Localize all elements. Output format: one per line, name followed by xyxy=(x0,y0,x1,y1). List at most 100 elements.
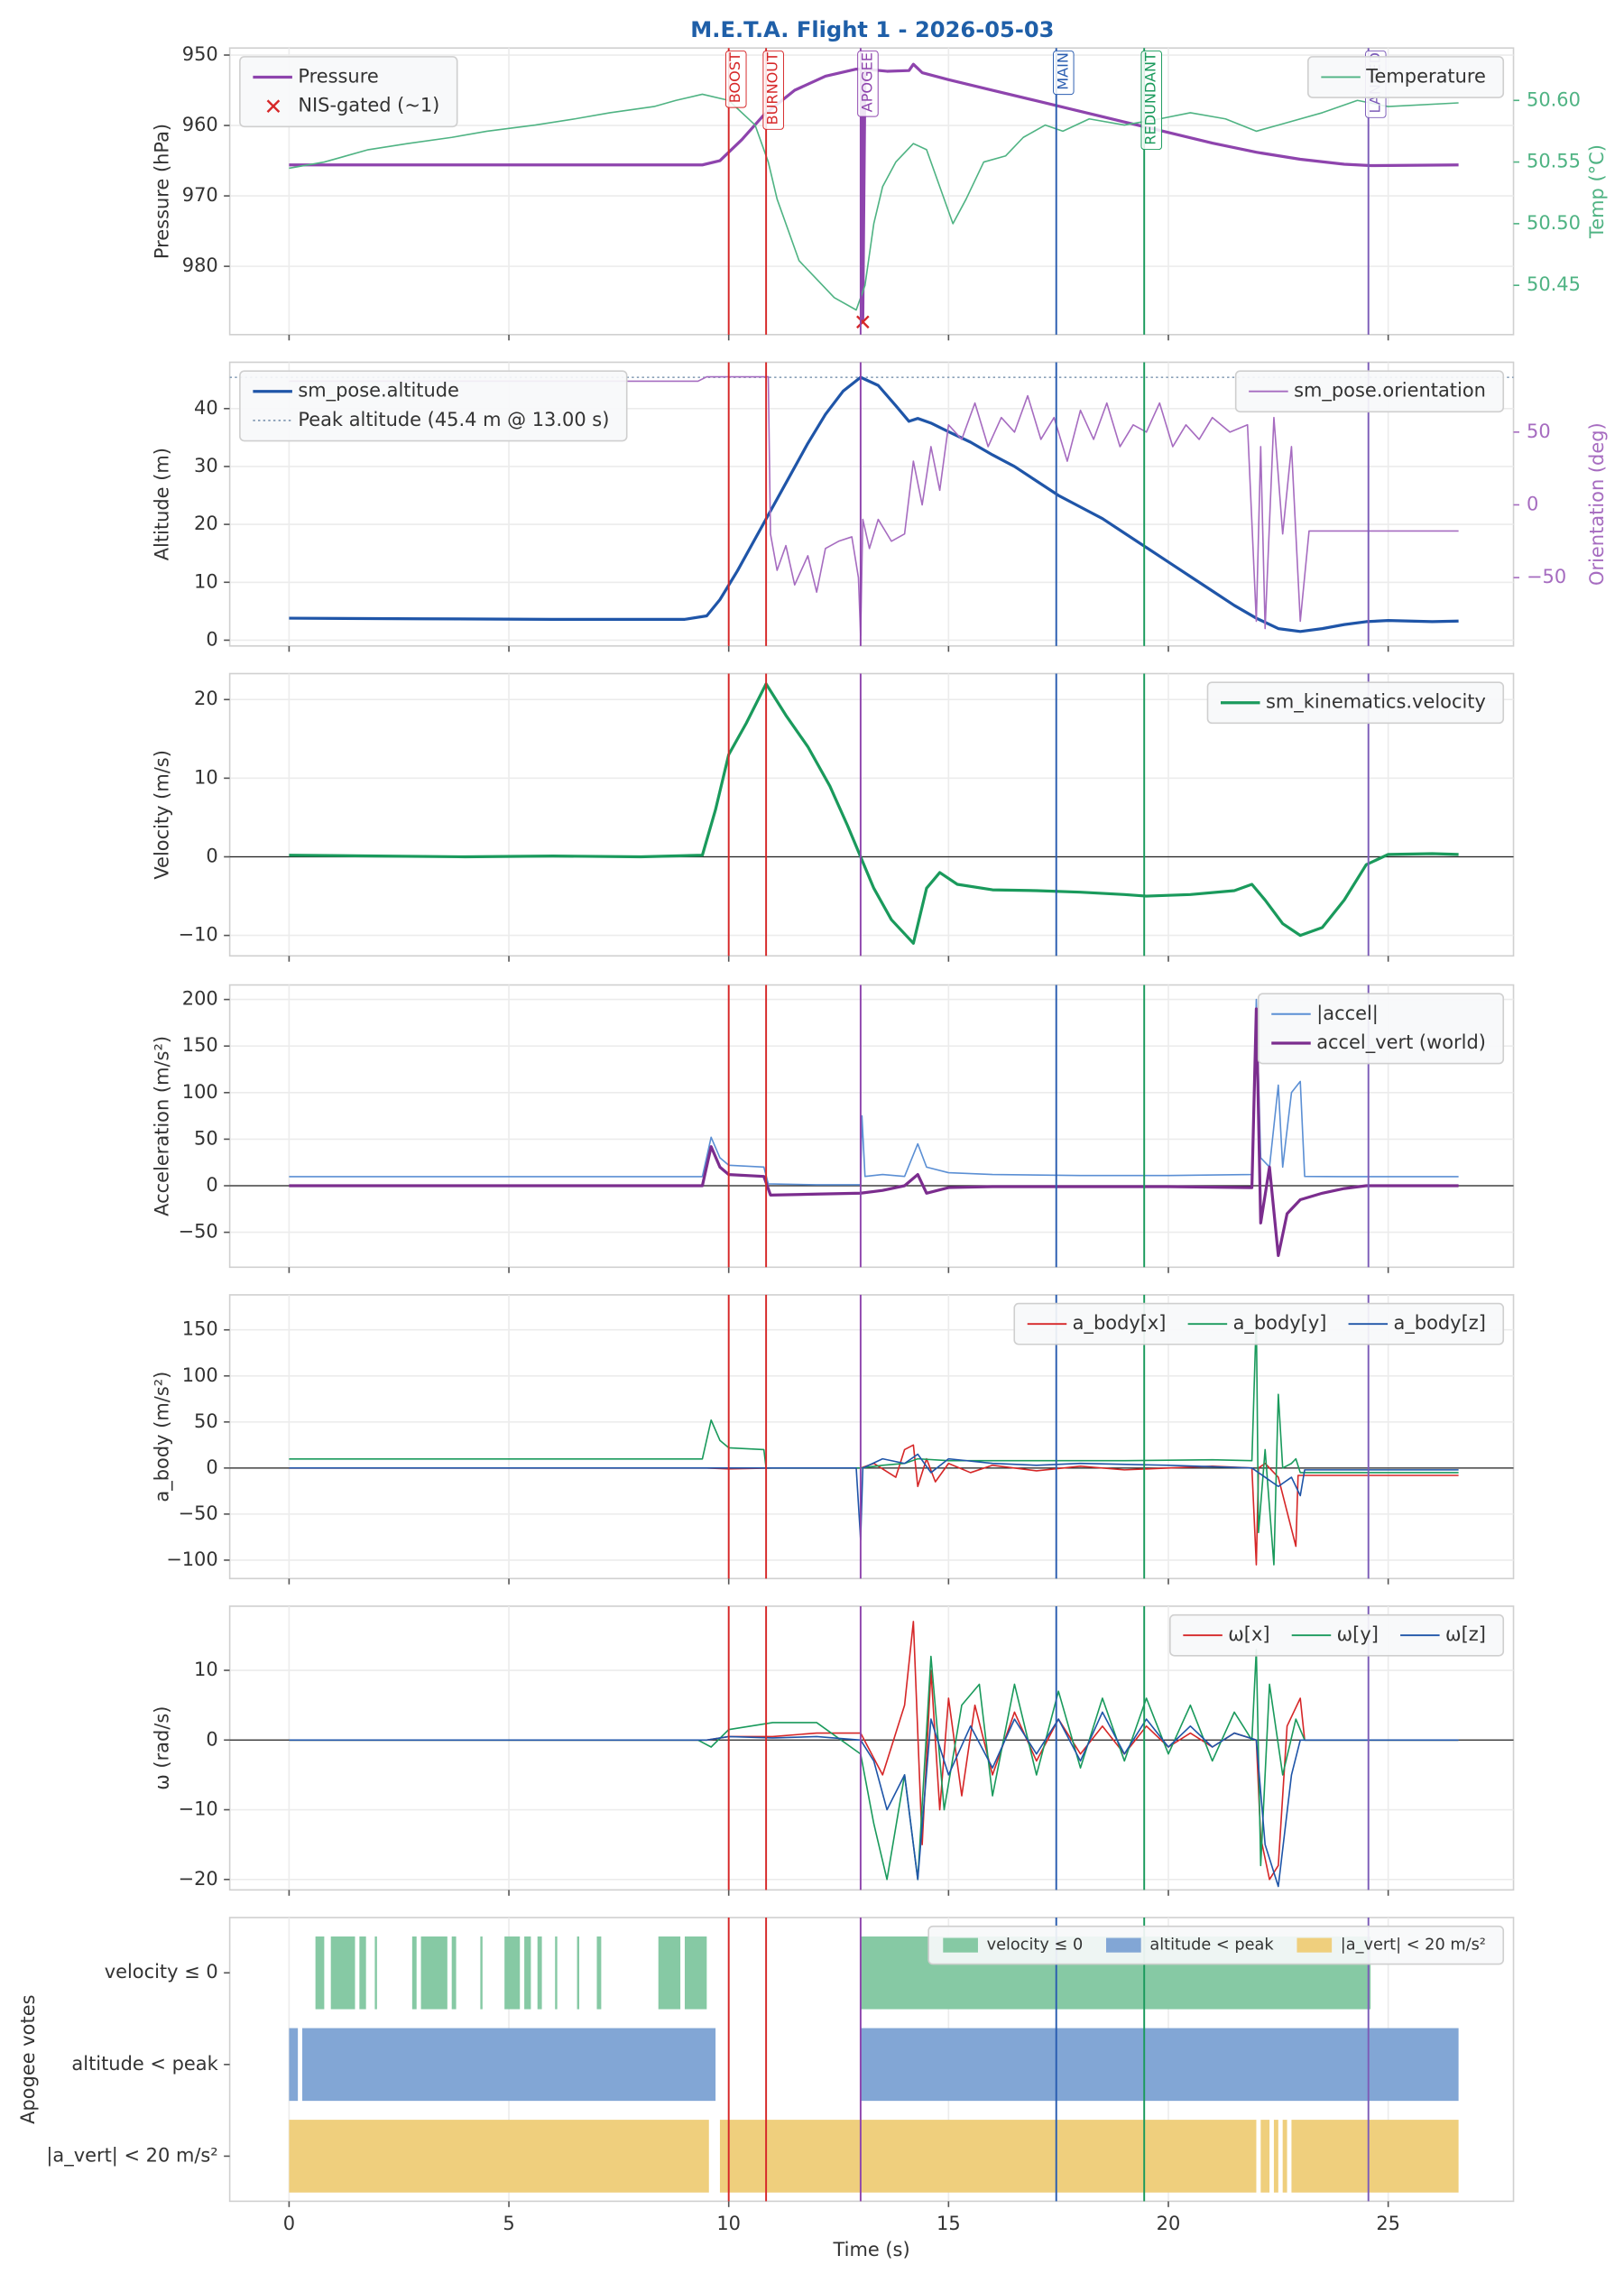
legend-swatch xyxy=(943,1937,978,1953)
legend-label: a_body[y] xyxy=(1233,1312,1327,1334)
vote-interval xyxy=(302,2028,716,2102)
y-tick-label: 200 xyxy=(182,988,218,1010)
legend: sm_pose.altitude Peak altitude (45.4 m @ … xyxy=(239,370,628,442)
legend: |accel| accel_vert (world) xyxy=(1257,993,1505,1065)
legend-label: a_body[z] xyxy=(1394,1312,1486,1334)
legend-label: Temperature xyxy=(1365,65,1486,87)
legend-label: ω[y] xyxy=(1337,1623,1379,1645)
y-tick-label: −20 xyxy=(179,1868,218,1890)
legend-swatch xyxy=(1296,1937,1333,1953)
vote-interval xyxy=(289,2120,709,2193)
legend-label: sm_pose.altitude xyxy=(298,380,459,402)
x-tick-label: 15 xyxy=(937,2213,961,2234)
legend-label: NIS-gated (~1) xyxy=(298,95,439,116)
legend-box xyxy=(1013,1302,1505,1345)
vote-interval xyxy=(596,1936,602,2010)
series-line xyxy=(289,1315,1459,1566)
vote-interval xyxy=(451,1936,457,2010)
legend: Pressure NIS-gated (~1) xyxy=(239,56,458,128)
vote-interval xyxy=(537,1936,542,2010)
event-label: BURNOUT xyxy=(764,52,781,125)
x-axis-label: Time (s) xyxy=(833,2239,910,2260)
y-tick-label: 100 xyxy=(182,1364,218,1386)
series-line xyxy=(289,1711,1459,1888)
y-tick-label: 960 xyxy=(182,114,218,135)
vote-interval xyxy=(374,1936,377,2010)
event-label-box xyxy=(1053,50,1075,96)
vote-interval xyxy=(411,1936,417,2010)
y-tick-label: 100 xyxy=(182,1081,218,1103)
vote-interval xyxy=(719,2120,1257,2193)
y2-axis-label: Temp (°C) xyxy=(1586,144,1608,239)
y2-tick-label: 50 xyxy=(1527,421,1551,442)
y-tick-label: 950 xyxy=(182,43,218,65)
y-tick-label: 0 xyxy=(206,1728,217,1750)
vote-interval xyxy=(1260,2120,1270,2193)
legend: Temperature xyxy=(1307,56,1505,98)
y-tick-label: −10 xyxy=(179,924,218,946)
vote-interval xyxy=(577,1936,580,2010)
legend-label: sm_pose.orientation xyxy=(1294,380,1486,402)
vote-interval xyxy=(330,1936,355,2010)
y-axis-label: Apogee votes xyxy=(17,1994,39,2123)
series-line xyxy=(289,682,1459,945)
y-tick-label: 0 xyxy=(206,845,217,866)
event-label-box xyxy=(762,50,784,130)
y2-tick-label: 50.45 xyxy=(1527,273,1581,295)
y-tick-label: 20 xyxy=(194,513,218,534)
vote-interval xyxy=(289,2028,299,2102)
y-tick-label: 980 xyxy=(182,254,218,276)
legend: a_body[x] a_body[y] a_body[z] xyxy=(1013,1302,1505,1345)
y-tick-label: 30 xyxy=(194,455,218,476)
scatter-marker xyxy=(856,315,870,329)
y2-tick-label: 50.60 xyxy=(1527,88,1581,110)
y-tick-label: 150 xyxy=(182,1318,218,1340)
event-label-box xyxy=(857,50,879,117)
series-line xyxy=(289,375,1459,633)
y-tick-label: |a_vert| < 20 m/s² xyxy=(46,2144,217,2167)
y-tick-label: 0 xyxy=(206,628,217,650)
series-line xyxy=(289,1649,1459,1881)
x-tick-label: 25 xyxy=(1376,2213,1400,2234)
series-line xyxy=(289,375,1459,637)
y-tick-label: −100 xyxy=(166,1548,218,1570)
series-group xyxy=(289,1621,1459,1888)
vote-interval xyxy=(359,1936,366,2010)
legend-box xyxy=(239,56,458,128)
series-group xyxy=(289,682,1459,945)
legend-label: a_body[x] xyxy=(1073,1312,1167,1334)
y-tick-label: −10 xyxy=(179,1798,218,1820)
legend-label: altitude < peak xyxy=(1149,1937,1274,1955)
y-tick-label: 10 xyxy=(194,570,218,592)
vote-interval xyxy=(1273,2120,1278,2193)
legend-label: Pressure xyxy=(298,65,378,87)
y-axis-label: ω (rad/s) xyxy=(151,1706,172,1790)
vote-interval xyxy=(1291,2120,1459,2193)
legend-marker xyxy=(266,99,281,114)
y-axis-label: Pressure (hPa) xyxy=(151,124,172,259)
legend-label: |a_vert| < 20 m/s² xyxy=(1341,1937,1486,1955)
legend-box xyxy=(1257,993,1505,1065)
vote-interval xyxy=(555,1936,558,2010)
vote-interval xyxy=(504,1936,521,2010)
vote-interval xyxy=(480,1936,483,2010)
y-tick-label: 50 xyxy=(194,1410,218,1432)
legend-label: Peak altitude (45.4 m @ 13.00 s) xyxy=(298,409,609,430)
y-tick-label: −50 xyxy=(179,1221,218,1243)
y2-tick-label: 50.55 xyxy=(1527,151,1581,172)
y2-axis-label: Orientation (deg) xyxy=(1586,422,1608,586)
legend-label: sm_kinematics.velocity xyxy=(1266,691,1486,713)
legend-box xyxy=(927,1925,1505,1965)
legend-box xyxy=(1307,56,1505,98)
x-tick-label: 5 xyxy=(503,2213,514,2234)
y-tick-label: altitude < peak xyxy=(71,2053,218,2075)
event-label: BOOST xyxy=(726,52,743,103)
legend-label: accel_vert (world) xyxy=(1316,1031,1486,1053)
y-tick-label: velocity ≤ 0 xyxy=(105,1961,218,1983)
y-axis-label: a_body (m/s²) xyxy=(151,1372,172,1502)
series-line xyxy=(289,1007,1459,1258)
x-tick-label: 20 xyxy=(1157,2213,1181,2234)
y-tick-label: 20 xyxy=(194,688,218,709)
